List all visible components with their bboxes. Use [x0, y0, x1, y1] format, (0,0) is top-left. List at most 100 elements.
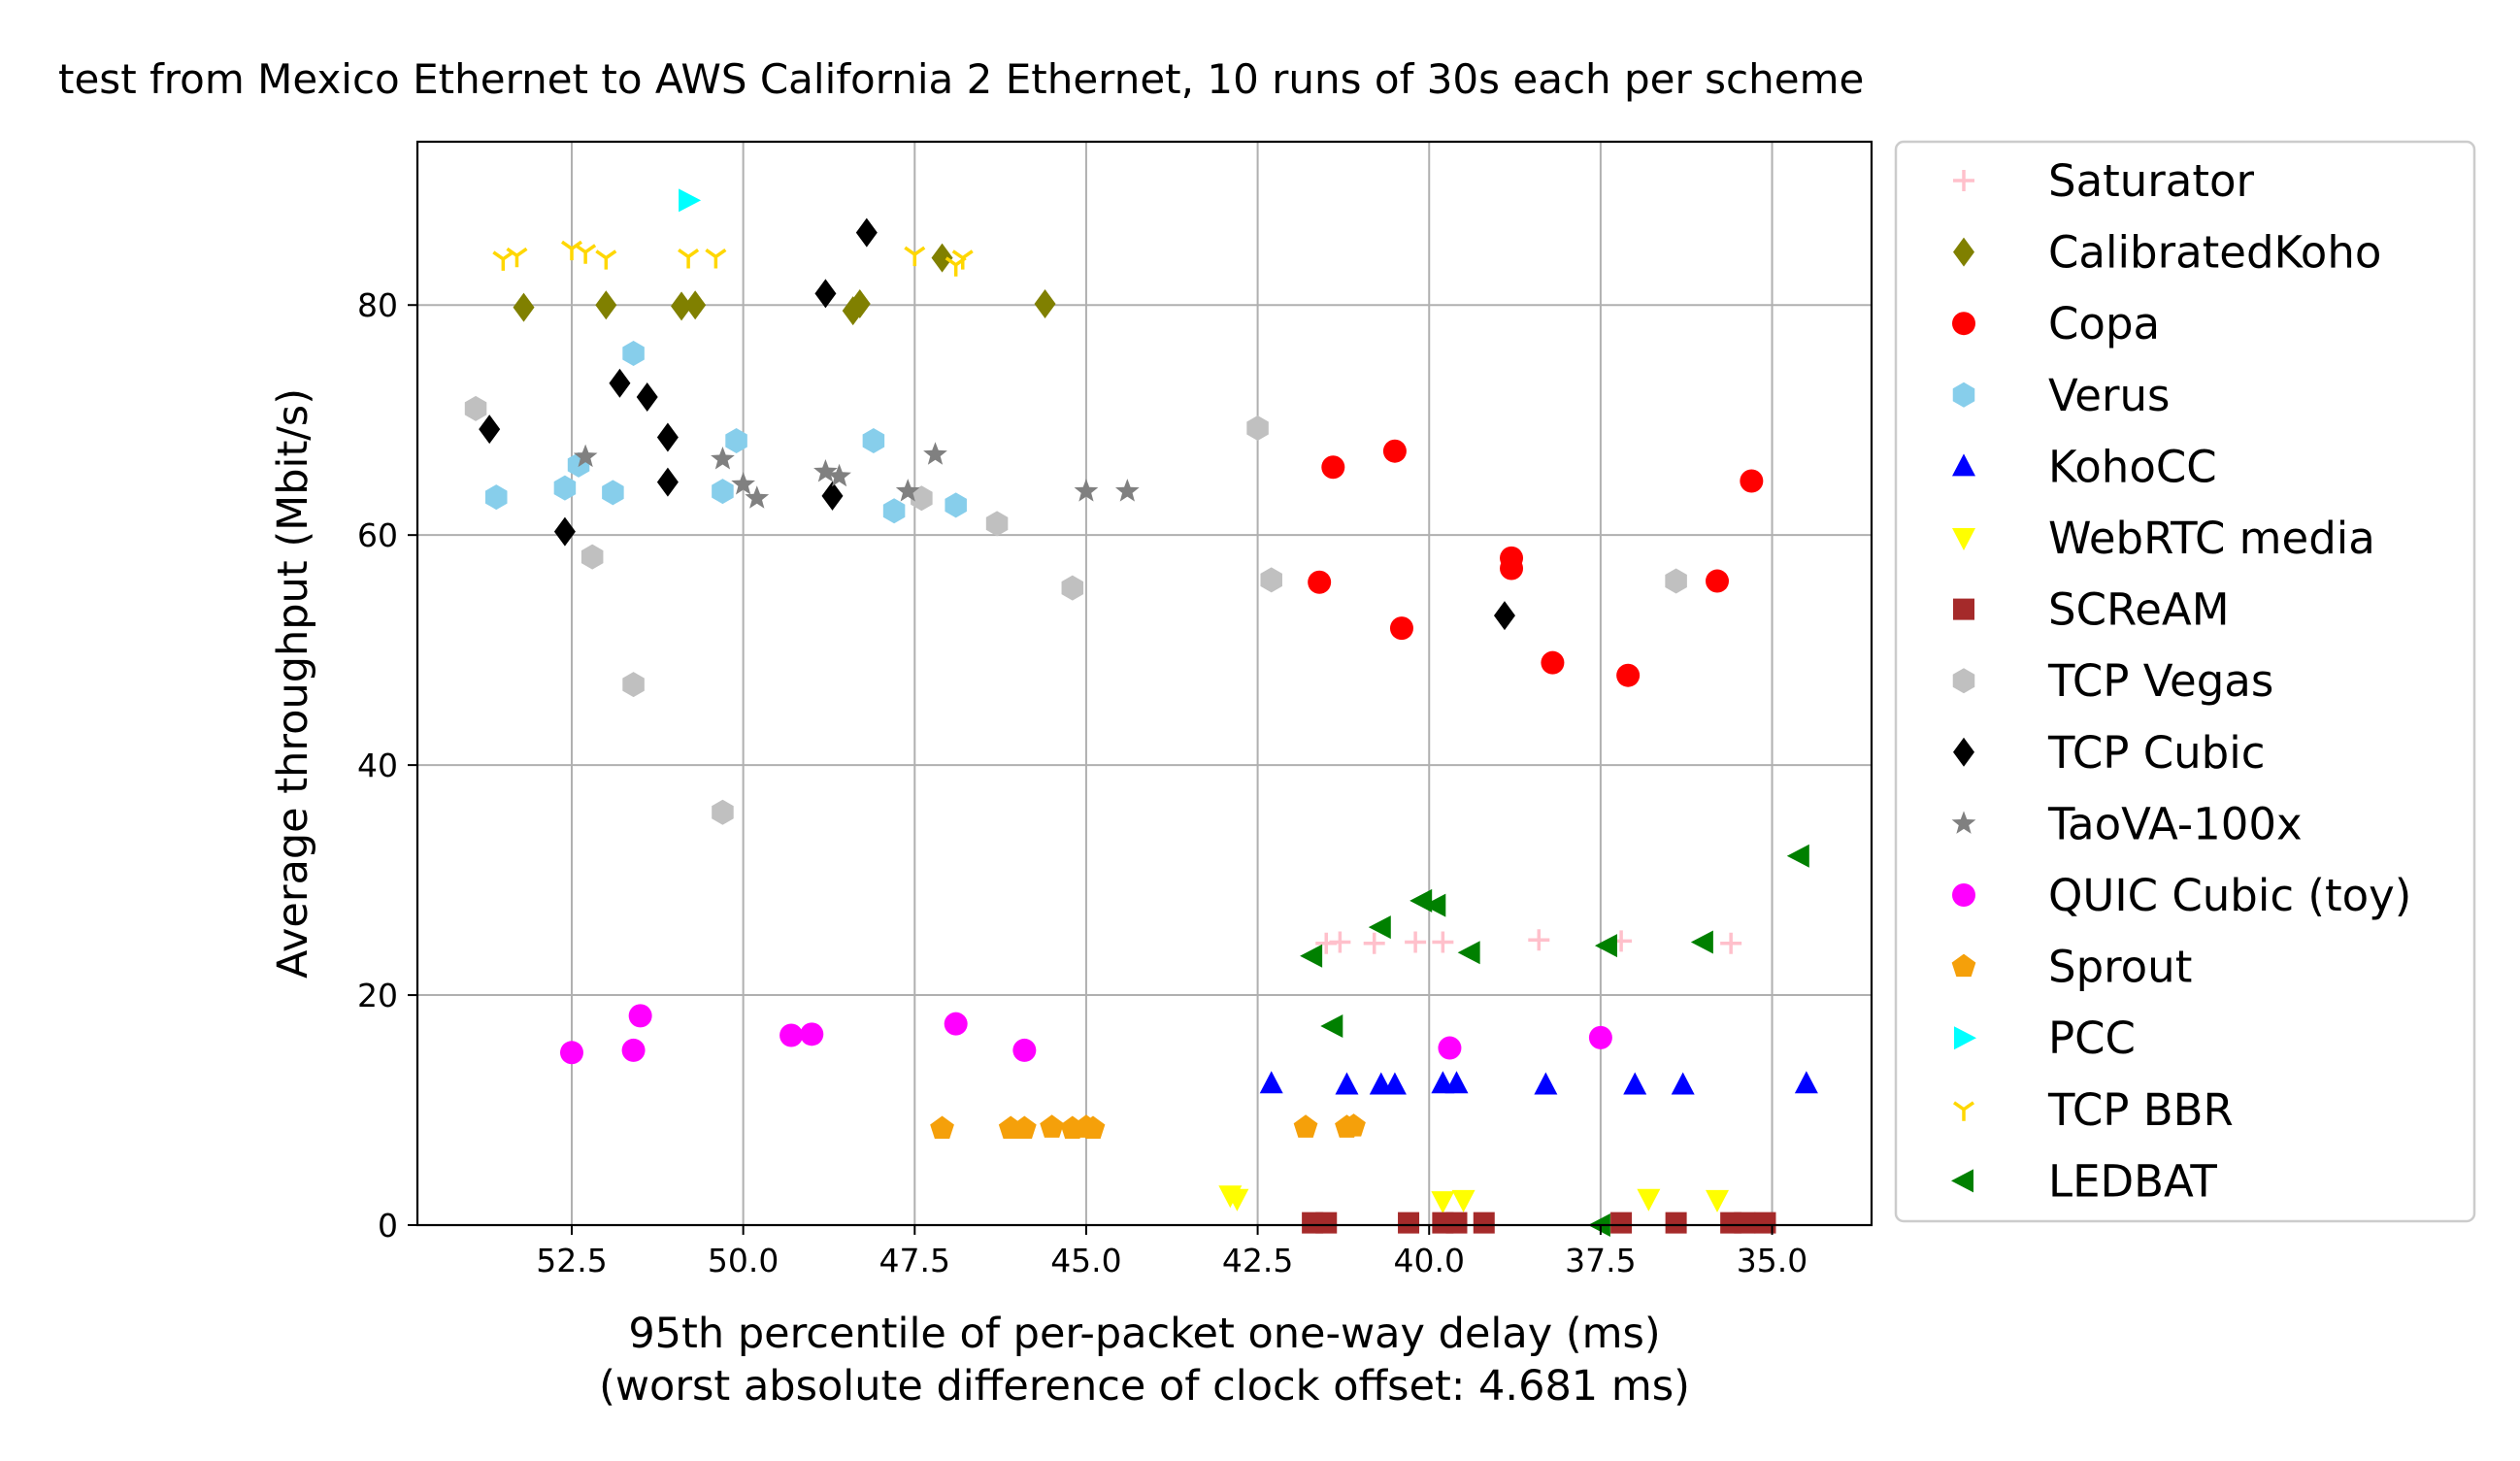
data-point-sprout	[1011, 1115, 1037, 1140]
data-points	[464, 188, 1818, 1237]
data-point-tcp-cubic	[609, 368, 631, 398]
legend-item-calibratedkoho: CalibratedKoho	[1953, 227, 2381, 279]
data-point-webrtc-media	[1706, 1189, 1730, 1212]
data-point-tcp-cubic	[814, 279, 837, 309]
data-point-webrtc-media	[1225, 1188, 1249, 1212]
data-point-tcp-bbr	[678, 249, 700, 269]
data-point-calibratedkoho	[595, 290, 617, 320]
legend-label: CalibratedKoho	[2048, 227, 2381, 279]
data-point-quic-cubic-toy	[1588, 1025, 1612, 1049]
data-point-kohocc	[1335, 1072, 1359, 1095]
data-point-calibratedkoho	[931, 243, 953, 273]
series-pcc	[679, 188, 702, 213]
x-tick-label: 47.5	[879, 1242, 950, 1279]
data-point-scream	[1315, 1212, 1338, 1234]
legend-label: SCReAM	[2048, 584, 2230, 636]
data-point-calibratedkoho	[1034, 289, 1056, 319]
legend-marker-tcp-vegas	[1952, 668, 1975, 694]
data-point-saturator	[1329, 931, 1351, 953]
chart-title: test from Mexico Ethernet to AWS Califor…	[58, 55, 1864, 103]
legend-marker-tcp-bbr	[1952, 1101, 1975, 1121]
data-point-taova-100x	[827, 463, 851, 487]
legend-item-webrtc-media: WebRTC media	[1952, 513, 2375, 564]
data-point-quic-cubic-toy	[1012, 1038, 1037, 1062]
legend-marker-webrtc-media	[1952, 528, 1975, 550]
legend-item-sprout: Sprout	[1951, 942, 2192, 993]
data-point-tcp-cubic	[636, 382, 658, 413]
data-point-tcp-cubic	[821, 481, 844, 511]
data-point-tcp-vegas	[911, 485, 933, 512]
data-point-quic-cubic-toy	[944, 1012, 968, 1036]
data-point-tcp-vegas	[985, 511, 1009, 537]
data-point-quic-cubic-toy	[1438, 1036, 1462, 1060]
series-tcp-vegas	[464, 395, 1687, 825]
legend-marker-taova-100x	[1951, 811, 1976, 834]
data-point-ledbat	[1320, 1014, 1343, 1039]
data-point-tcp-vegas	[1665, 568, 1687, 594]
data-point-ledbat	[1690, 930, 1713, 954]
data-point-tcp-cubic	[479, 415, 501, 445]
legend-label: QUIC Cubic (toy)	[2048, 870, 2411, 921]
data-point-ledbat	[1368, 915, 1391, 940]
data-point-tcp-vegas	[580, 544, 604, 570]
legend-item-tcp-vegas: TCP Vegas	[1952, 655, 2273, 707]
axis-ticks: 52.5 50.0 47.5 45.0 42.5 40.0 37.5 35.0 0 20 40 60 8…	[357, 286, 1807, 1279]
data-point-tcp-cubic	[855, 217, 878, 248]
data-point-taova-100x	[731, 472, 756, 495]
data-point-verus	[882, 498, 906, 524]
data-point-sprout	[1293, 1114, 1318, 1138]
data-point-tcp-vegas	[1246, 415, 1269, 441]
data-point-tcp-cubic	[656, 422, 679, 452]
data-point-quic-cubic-toy	[800, 1022, 824, 1046]
x-axis-sublabel: (worst absolute difference of clock offs…	[599, 1362, 1690, 1411]
data-point-verus	[622, 340, 645, 366]
data-point-kohocc	[1794, 1071, 1818, 1094]
legend-item-kohocc: KohoCC	[1952, 441, 2217, 492]
series-quic-cubic-toy	[559, 1004, 1612, 1065]
data-point-scream	[1734, 1212, 1756, 1234]
legend-label: Sprout	[2048, 942, 2192, 993]
plot-area-frame	[415, 140, 1873, 1227]
legend-item-taova-100x: TaoVA-100x	[1951, 798, 2303, 849]
legend-item-tcp-bbr: TCP BBR	[1952, 1084, 2234, 1136]
data-point-scream	[1445, 1212, 1468, 1234]
data-point-taova-100x	[711, 446, 735, 470]
data-point-ledbat	[1423, 893, 1446, 917]
data-point-ledbat	[1594, 934, 1617, 958]
series-calibratedkoho	[513, 243, 1056, 326]
data-point-verus	[602, 480, 624, 506]
data-point-calibratedkoho	[848, 289, 871, 319]
data-point-saturator	[1528, 929, 1550, 951]
legend-marker-calibratedkoho	[1953, 237, 1974, 267]
x-tick-label: 35.0	[1737, 1242, 1807, 1279]
data-point-copa	[1541, 650, 1565, 675]
data-point-verus	[712, 479, 734, 505]
data-point-copa	[1500, 556, 1524, 581]
data-point-tcp-bbr	[705, 249, 727, 269]
data-point-tcp-bbr	[595, 249, 617, 270]
data-point-verus	[553, 475, 577, 501]
data-point-kohocc	[1382, 1072, 1407, 1095]
data-point-saturator	[1363, 932, 1385, 954]
data-point-verus	[862, 428, 885, 454]
x-tick-label: 45.0	[1050, 1242, 1121, 1279]
data-point-tcp-cubic	[656, 467, 679, 497]
data-point-ledbat	[1300, 944, 1323, 968]
data-point-scream	[1473, 1212, 1495, 1234]
data-point-tcp-cubic	[1493, 601, 1515, 631]
data-point-copa	[1740, 469, 1764, 493]
data-point-verus	[485, 484, 508, 511]
legend-item-copa: Copa	[1952, 298, 2160, 349]
data-point-copa	[1389, 616, 1413, 641]
series-saturator	[1315, 929, 1742, 954]
data-point-scream	[1610, 1212, 1633, 1234]
data-point-scream	[1398, 1212, 1420, 1234]
legend-label: TCP BBR	[2047, 1084, 2234, 1136]
legend-item-verus: Verus	[1952, 370, 2170, 421]
series-verus	[485, 340, 967, 524]
legend-item-ledbat: LEDBAT	[1951, 1155, 2217, 1207]
x-tick-label: 37.5	[1565, 1242, 1636, 1279]
legend-marker-sprout	[1951, 953, 1976, 978]
legend-marker-saturator	[1953, 170, 1974, 191]
legend: Saturator CalibratedKoho Copa Verus KohoCC We…	[1894, 140, 2476, 1223]
